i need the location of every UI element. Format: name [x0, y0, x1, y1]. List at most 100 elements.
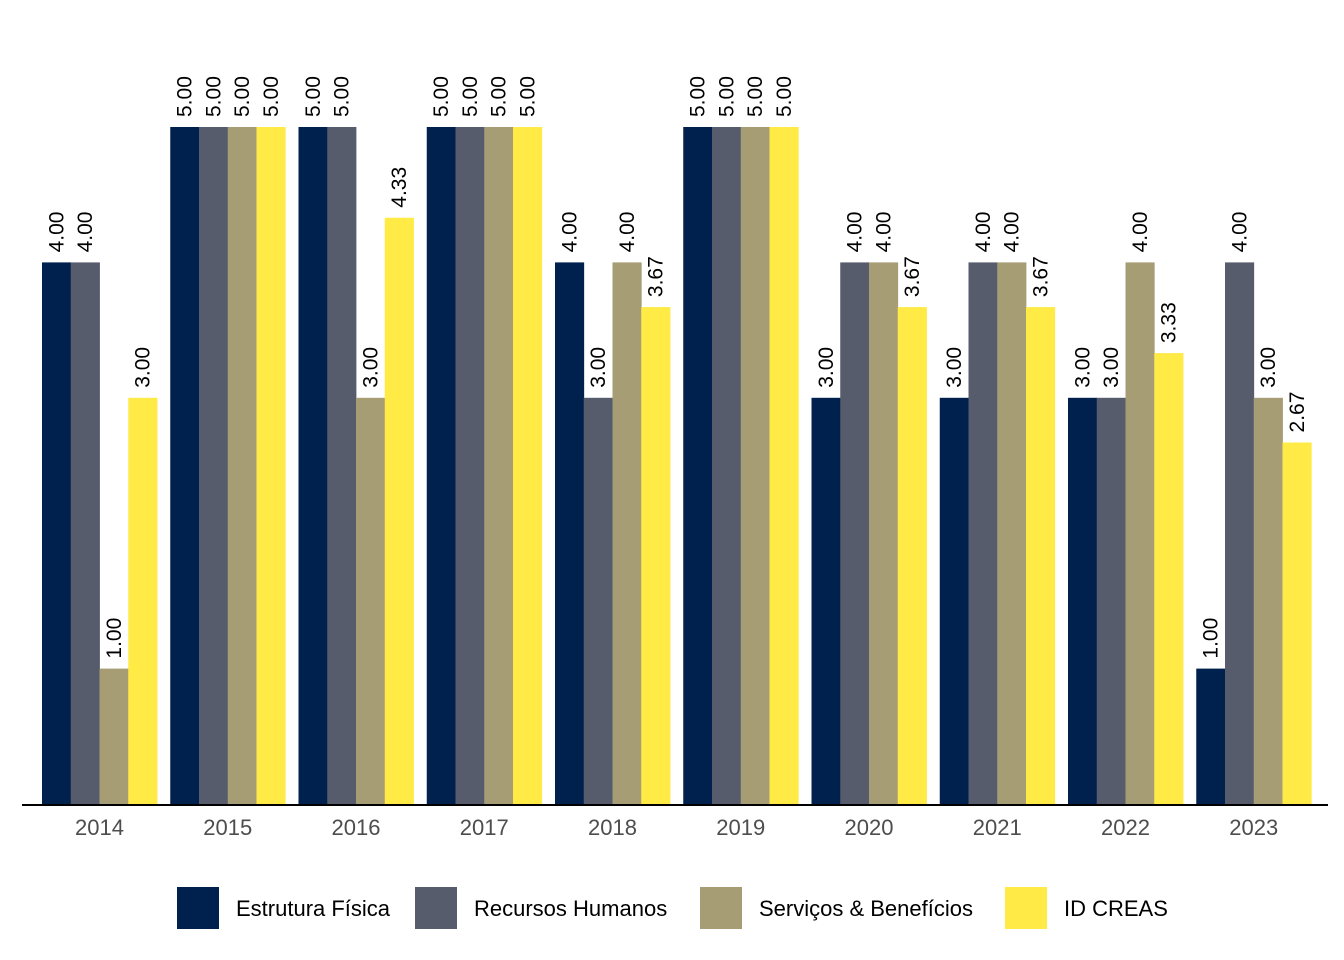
data-label-2019-series-3: 5.00 [773, 76, 796, 117]
bar-2022-series-1 [1096, 397, 1126, 804]
data-label-2017-series-1: 5.00 [459, 76, 482, 117]
bar-2018-series-1 [583, 397, 613, 804]
data-label-2018-series-2: 4.00 [616, 212, 639, 253]
x-tick-label-2016: 2016 [332, 815, 381, 840]
data-label-2018-series-0: 4.00 [558, 212, 581, 253]
data-label-2015-series-3: 5.00 [260, 76, 283, 117]
bar-2023-series-1 [1225, 262, 1255, 804]
data-label-2016-series-0: 5.00 [302, 76, 325, 117]
x-tick-label-2019: 2019 [716, 815, 765, 840]
data-label-2019-series-0: 5.00 [687, 76, 710, 117]
data-labels-layer: 4.00 4.001.003.005.00 5.00 5.00 5.00 5.00 5.00… [45, 76, 1309, 658]
data-label-2015-series-1: 5.00 [202, 76, 225, 117]
bar-2022-series-0 [1068, 397, 1098, 804]
data-label-2014-series-3: 3.00 [132, 347, 155, 388]
bar-2019-series-1 [712, 127, 742, 804]
legend-key-series-2 [700, 887, 742, 929]
data-label-2017-series-3: 5.00 [516, 76, 539, 117]
bar-2016-series-0 [298, 127, 328, 804]
bar-2015-series-3 [256, 127, 286, 804]
x-tick-label-2023: 2023 [1229, 815, 1278, 840]
bar-2020-series-1 [840, 262, 870, 804]
bar-2018-series-3 [641, 307, 671, 804]
bar-2021-series-3 [1026, 307, 1056, 804]
bar-2023-series-2 [1253, 397, 1283, 804]
bar-2019-series-2 [740, 127, 770, 804]
bar-2014-series-3 [128, 397, 158, 804]
data-label-2015-series-0: 5.00 [174, 76, 197, 117]
data-label-2016-series-2: 3.00 [359, 347, 382, 388]
data-label-2018-series-1: 3.00 [587, 347, 610, 388]
bar-2014-series-0 [42, 262, 72, 804]
x-tick-label-2017: 2017 [460, 815, 509, 840]
bar-2014-series-1 [70, 262, 100, 804]
legend-label-series-3: ID CREAS [1064, 896, 1168, 921]
data-label-2016-series-3: 4.33 [388, 167, 411, 208]
bar-2021-series-2 [997, 262, 1027, 804]
data-label-2019-series-1: 5.00 [715, 76, 738, 117]
data-label-2020-series-1: 4.00 [844, 212, 867, 253]
bar-2018-series-0 [555, 262, 585, 804]
data-label-2023-series-2: 3.00 [1257, 347, 1280, 388]
bar-2015-series-1 [199, 127, 229, 804]
bar-2015-series-0 [170, 127, 200, 804]
bar-2020-series-3 [897, 307, 927, 804]
data-label-2017-series-0: 5.00 [430, 76, 453, 117]
bar-2017-series-0 [426, 127, 456, 804]
data-label-2020-series-3: 3.67 [901, 256, 924, 297]
data-label-2021-series-0: 3.00 [943, 347, 966, 388]
data-label-2015-series-2: 5.00 [231, 76, 254, 117]
bar-2020-series-2 [869, 262, 899, 804]
data-label-2020-series-2: 4.00 [872, 212, 895, 253]
bar-2016-series-1 [327, 127, 357, 804]
data-label-2021-series-1: 4.00 [972, 212, 995, 253]
legend-key-series-1 [415, 887, 457, 929]
x-tick-label-2018: 2018 [588, 815, 637, 840]
bar-2022-series-2 [1125, 262, 1155, 804]
data-label-2019-series-2: 5.00 [744, 76, 767, 117]
data-label-2016-series-1: 5.00 [331, 76, 354, 117]
bar-2016-series-3 [384, 217, 414, 805]
bar-2021-series-1 [968, 262, 998, 804]
data-label-2023-series-0: 1.00 [1200, 618, 1223, 659]
data-label-2018-series-3: 3.67 [645, 256, 668, 297]
legend-key-series-0 [177, 887, 219, 929]
bar-2015-series-2 [227, 127, 257, 804]
data-label-2021-series-3: 3.67 [1029, 256, 1052, 297]
bar-2019-series-3 [769, 127, 799, 804]
bar-2017-series-2 [484, 127, 514, 804]
bar-2018-series-2 [612, 262, 642, 804]
bar-2022-series-3 [1154, 353, 1184, 804]
x-axis-ticks: 2014 2015 2016 2017 2018 2019 2020 2021 2022 2023 [75, 815, 1278, 840]
data-label-2014-series-2: 1.00 [103, 618, 126, 659]
data-label-2020-series-0: 3.00 [815, 347, 838, 388]
data-label-2023-series-3: 2.67 [1286, 392, 1309, 433]
legend-key-series-3 [1005, 887, 1047, 929]
data-label-2022-series-1: 3.00 [1100, 347, 1123, 388]
data-label-2014-series-0: 4.00 [45, 212, 68, 253]
x-tick-label-2022: 2022 [1101, 815, 1150, 840]
bar-2019-series-0 [683, 127, 713, 804]
bar-2017-series-1 [455, 127, 485, 804]
bar-2016-series-2 [356, 397, 386, 804]
data-label-2014-series-1: 4.00 [74, 212, 97, 253]
x-tick-label-2015: 2015 [203, 815, 252, 840]
x-tick-label-2014: 2014 [75, 815, 124, 840]
bar-2014-series-2 [99, 668, 129, 804]
bars-layer [42, 127, 1312, 805]
bar-2023-series-3 [1282, 442, 1312, 804]
bar-2017-series-3 [513, 127, 543, 804]
data-label-2023-series-1: 4.00 [1228, 212, 1251, 253]
data-label-2022-series-0: 3.00 [1071, 347, 1094, 388]
data-label-2021-series-2: 4.00 [1001, 212, 1024, 253]
x-tick-label-2021: 2021 [973, 815, 1022, 840]
legend-label-series-2: Serviços & Benefícios [759, 896, 973, 921]
bar-2023-series-0 [1196, 668, 1226, 804]
legend-label-series-1: Recursos Humanos [474, 896, 667, 921]
bar-2020-series-0 [811, 397, 841, 804]
data-label-2017-series-2: 5.00 [488, 76, 511, 117]
legend-label-series-0: Estrutura Física [236, 896, 391, 921]
legend: Estrutura Física Recursos Humanos Serviços… [177, 887, 1168, 929]
data-label-2022-series-3: 3.33 [1158, 302, 1181, 343]
